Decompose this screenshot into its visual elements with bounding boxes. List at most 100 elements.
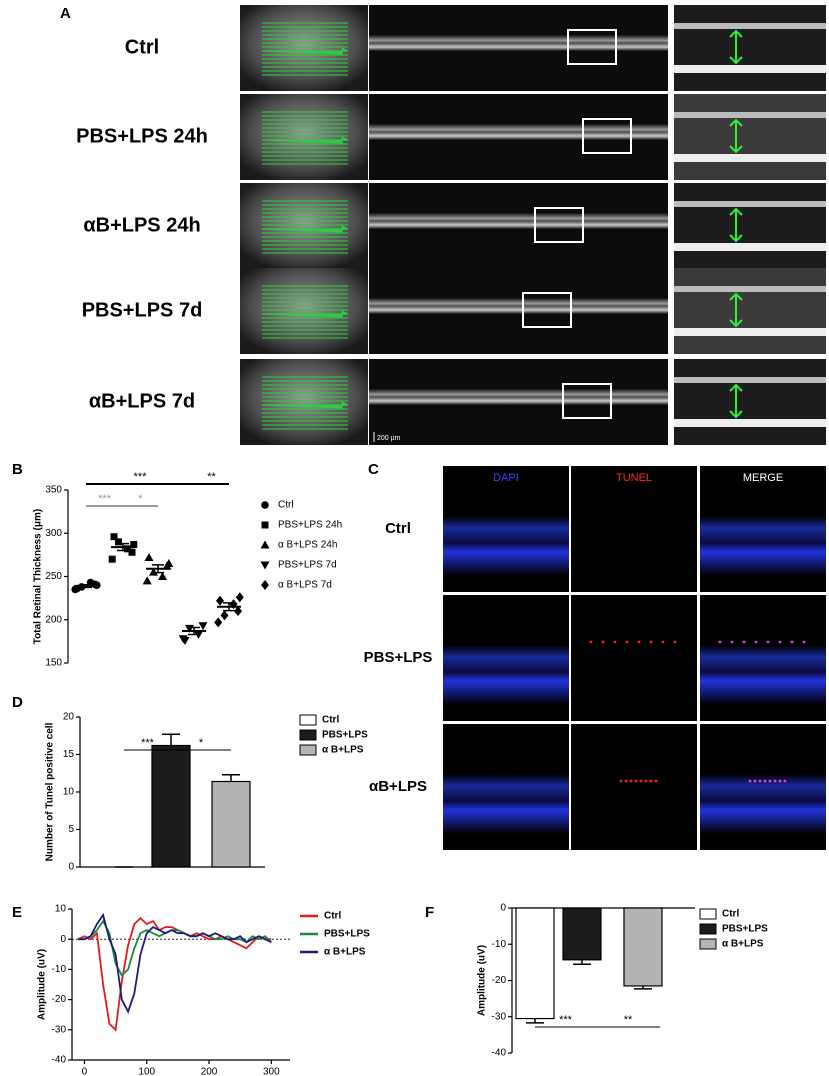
legend-swatch [699, 938, 717, 950]
x-tick-label: 300 [263, 1067, 280, 1076]
zoom-layer [674, 243, 826, 251]
data-point [214, 617, 223, 628]
zoom-layer [674, 65, 826, 73]
image-panels [240, 5, 826, 850]
significance-label: *** [98, 493, 112, 505]
thickness-arrow [729, 383, 743, 419]
fundus-image [240, 268, 368, 354]
thickness-arrow [729, 29, 743, 65]
roi-box [582, 118, 632, 154]
scale-bar-label: 200 µm [377, 435, 401, 442]
tunel-dot [589, 640, 593, 644]
fundus-image [240, 359, 368, 445]
oct-layer [369, 35, 668, 51]
thickness-arrow [729, 118, 743, 154]
scan-arrow [261, 136, 349, 144]
roi-box [534, 207, 584, 243]
y-tick-label: -30 [52, 1024, 67, 1035]
fundus-image [240, 94, 368, 180]
y-tick-label: 10 [55, 904, 67, 915]
zoom-layer [674, 112, 826, 118]
bar [151, 744, 191, 868]
significance-label: ** [207, 471, 216, 483]
legend-marker [260, 561, 270, 570]
y-tick-label: -20 [52, 994, 67, 1005]
legend-label: PBS+LPS [324, 929, 370, 940]
panel-label: E [12, 904, 22, 921]
data-point [144, 552, 154, 561]
zoom-layer [674, 201, 826, 207]
fundus-image [240, 183, 368, 269]
y-tick-label: 150 [45, 658, 62, 669]
tunel-dot [624, 779, 628, 783]
y-axis-label: Total Retinal Thickness (μm) [33, 509, 44, 644]
row-label: αB+LPS 24h [83, 214, 200, 236]
error-bar [223, 602, 235, 612]
legend-label: PBS+LPS 7d [278, 560, 337, 571]
panel-label: D [12, 694, 23, 711]
tunel-dot [649, 640, 653, 644]
tunel-dot [758, 779, 762, 783]
y-tick-label: -10 [492, 939, 507, 950]
legend-marker [261, 501, 269, 509]
legend-label: Ctrl [324, 911, 341, 922]
legend-label: α B+LPS 7d [278, 580, 332, 591]
tunel-dot [673, 640, 677, 644]
tunel-dot [778, 779, 782, 783]
legend-swatch [299, 744, 317, 756]
x-tick-label: 100 [138, 1067, 155, 1076]
data-point [216, 595, 224, 606]
dapi-layer [700, 645, 826, 705]
tunel-dot [802, 640, 806, 644]
tunel-dot [773, 779, 777, 783]
error-bar [80, 583, 92, 589]
data-point [149, 567, 158, 576]
tunel-dot [637, 640, 641, 644]
legend-swatch [699, 923, 717, 935]
dapi-layer [443, 645, 569, 705]
legend-marker [261, 580, 269, 590]
tunel-dot [766, 640, 770, 644]
significance-label: * [138, 493, 143, 505]
bar [515, 907, 555, 1020]
line-series [77, 916, 272, 1032]
column-header: TUNEL [616, 472, 652, 484]
x-tick-label: 200 [201, 1067, 218, 1076]
panel-label: C [368, 461, 379, 478]
row-label: αB+LPS 7d [89, 390, 195, 412]
column-header: DAPI [493, 472, 519, 484]
row-label: PBS+LPS 7d [82, 299, 203, 321]
legend-marker [261, 521, 269, 529]
y-tick-label: 20 [63, 712, 75, 723]
scan-arrow [261, 225, 349, 233]
tunel-dot [754, 640, 758, 644]
tunel-dot [661, 640, 665, 644]
y-tick-label: 0 [500, 903, 506, 914]
column-header: MERGE [743, 472, 783, 484]
data-point [198, 622, 208, 631]
zoom-layer [674, 23, 826, 29]
y-tick-label: 5 [68, 824, 74, 835]
panel-label: B [12, 461, 23, 478]
tunel-dot [625, 640, 629, 644]
tunel-dot [763, 779, 767, 783]
panel-label: F [425, 904, 434, 921]
zoom-image [674, 5, 826, 91]
data-point [142, 576, 152, 585]
y-axis-label: Number of Tunel positive cell [45, 722, 56, 861]
y-tick-label: 15 [63, 749, 75, 760]
tunel-dot [790, 640, 794, 644]
row-label: αB+LPS [369, 778, 427, 795]
y-tick-label: -40 [52, 1055, 67, 1066]
zoom-layer [674, 286, 826, 292]
micrograph [571, 466, 697, 592]
legend-swatch [299, 714, 317, 726]
tunel-dot [613, 640, 617, 644]
tunel-dot [718, 640, 722, 644]
roi-box [562, 383, 612, 419]
zoom-layer [674, 328, 826, 336]
tunel-dot [742, 640, 746, 644]
significance-label: *** [559, 1014, 573, 1026]
row-label: PBS+LPS 24h [76, 125, 208, 147]
